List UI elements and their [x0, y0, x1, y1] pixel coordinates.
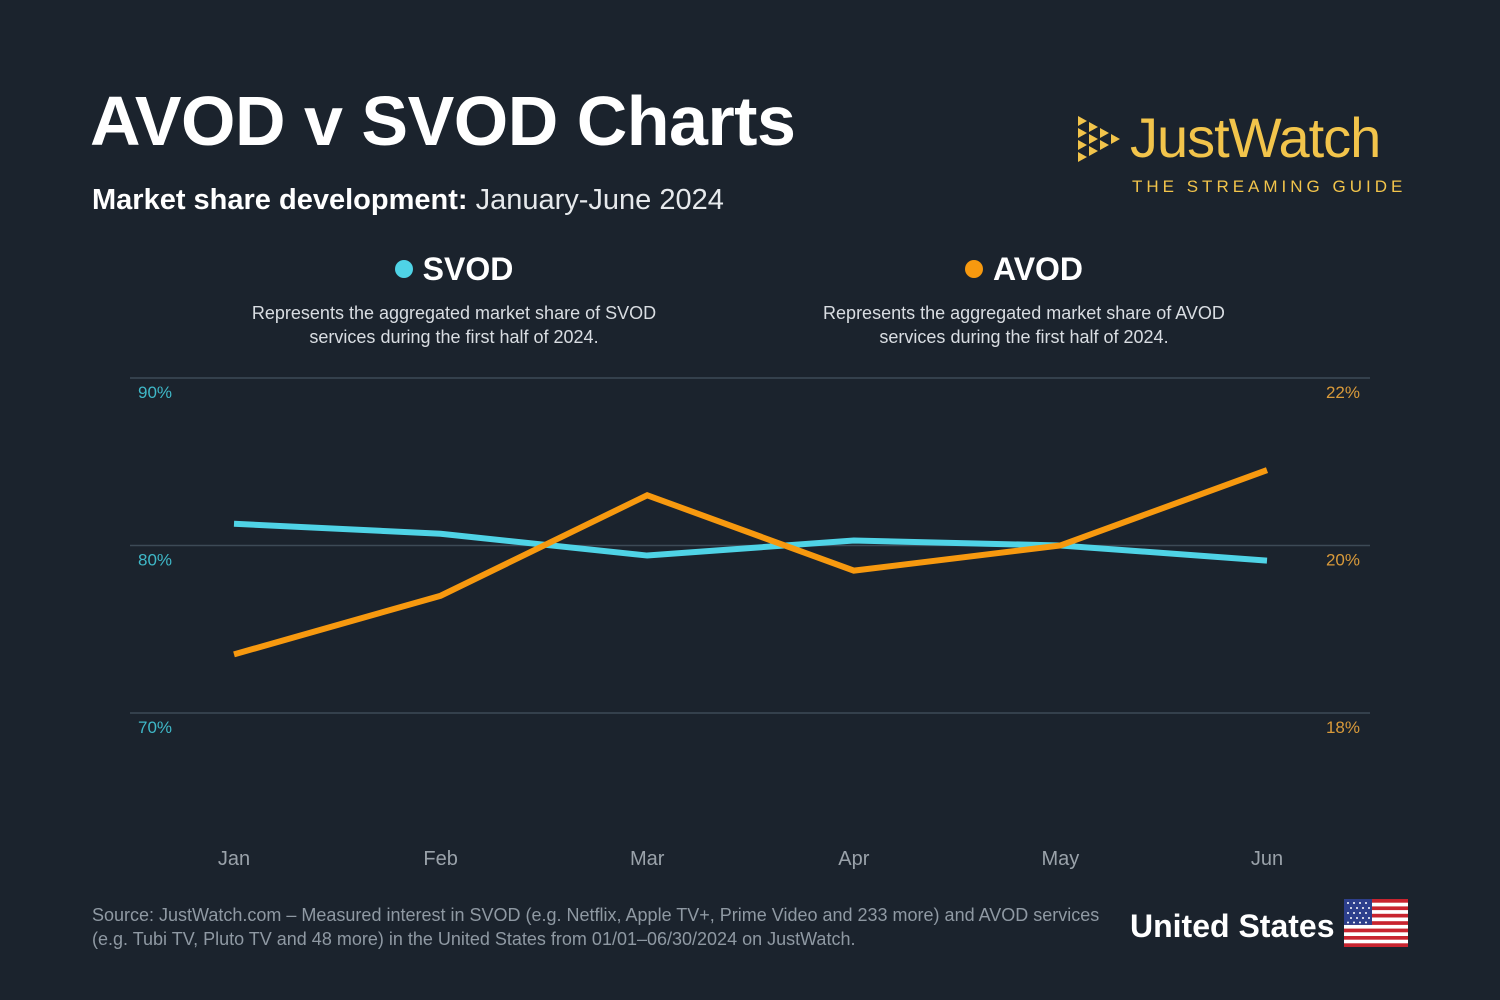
country-label: United States	[1130, 908, 1335, 944]
page-title: AVOD v SVOD Charts	[90, 82, 796, 160]
logo-tagline: THE STREAMING GUIDE	[1132, 177, 1407, 196]
x-tick-label: May	[1042, 848, 1080, 870]
us-flag-icon	[1344, 899, 1408, 947]
legend-svod-description: Represents the aggregated market share o…	[251, 303, 657, 347]
x-tick-label: Mar	[630, 848, 665, 870]
legend-avod: AVOD Represents the aggregated market sh…	[814, 253, 1234, 349]
subtitle-label: Market share development:	[92, 184, 468, 216]
x-tick-label: Jun	[1251, 848, 1283, 870]
series-line-svod	[233, 520, 1268, 564]
x-tick-label: Apr	[838, 848, 869, 870]
y-left-tick-label: 90%	[138, 383, 172, 402]
source-note: Source: JustWatch.com – Measured interes…	[92, 905, 1100, 949]
y-left-tick-label: 80%	[138, 551, 172, 570]
subtitle-period: January-June 2024	[475, 184, 724, 216]
series-line-avod	[233, 467, 1269, 658]
page-subtitle: Market share development: January-June 2…	[92, 186, 724, 215]
svod-dot-icon	[394, 260, 413, 278]
x-tick-label: Jan	[218, 848, 250, 870]
logo-wordmark: JustWatch	[1130, 106, 1381, 169]
y-right-tick-label: 22%	[1326, 383, 1360, 402]
y-right-tick-label: 18%	[1326, 718, 1360, 737]
x-tick-label: Feb	[423, 848, 457, 870]
legend-avod-description: Represents the aggregated market share o…	[823, 303, 1225, 347]
play-triangles-icon	[1078, 116, 1120, 162]
legend-svod-label: SVOD	[422, 251, 514, 287]
y-right-tick-label: 20%	[1326, 551, 1360, 570]
legend-svod: SVOD Represents the aggregated market sh…	[244, 253, 664, 349]
y-left-tick-label: 70%	[138, 718, 172, 737]
legend-avod-label: AVOD	[992, 251, 1084, 287]
avod-dot-icon	[964, 260, 983, 278]
justwatch-logo: JustWatch THE STREAMING GUIDE	[1078, 110, 1418, 200]
